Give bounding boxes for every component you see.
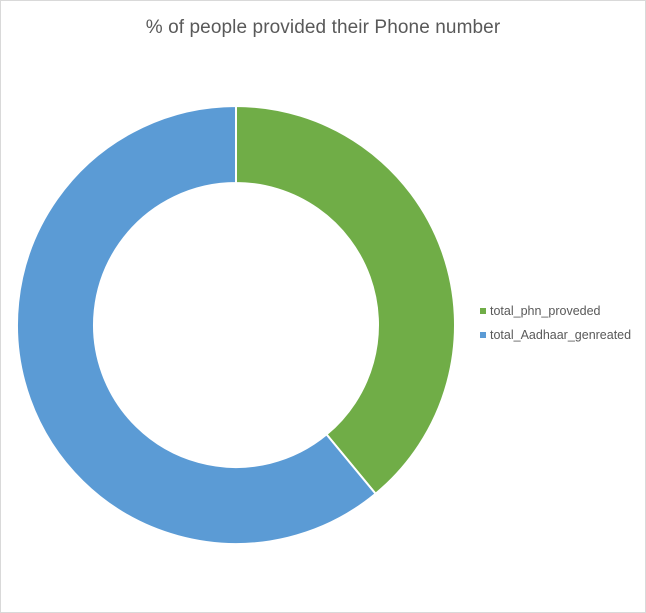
donut-slice-total_Aadhaar_genreated <box>16 104 378 545</box>
legend-label: total_Aadhaar_genreated <box>490 328 632 342</box>
legend-item: total_Aadhaar_genreated <box>480 326 631 344</box>
legend-item: total_phn_proveded <box>480 302 631 320</box>
legend-swatch <box>480 308 486 314</box>
legend: total_phn_proveded total_Aadhaar_genreate… <box>480 302 631 350</box>
legend-swatch <box>480 332 486 338</box>
chart-title: % of people provided their Phone number <box>145 17 501 38</box>
legend-label: total_phn_proveded <box>490 304 601 318</box>
donut-slice-total_phn_proveded <box>235 104 456 496</box>
